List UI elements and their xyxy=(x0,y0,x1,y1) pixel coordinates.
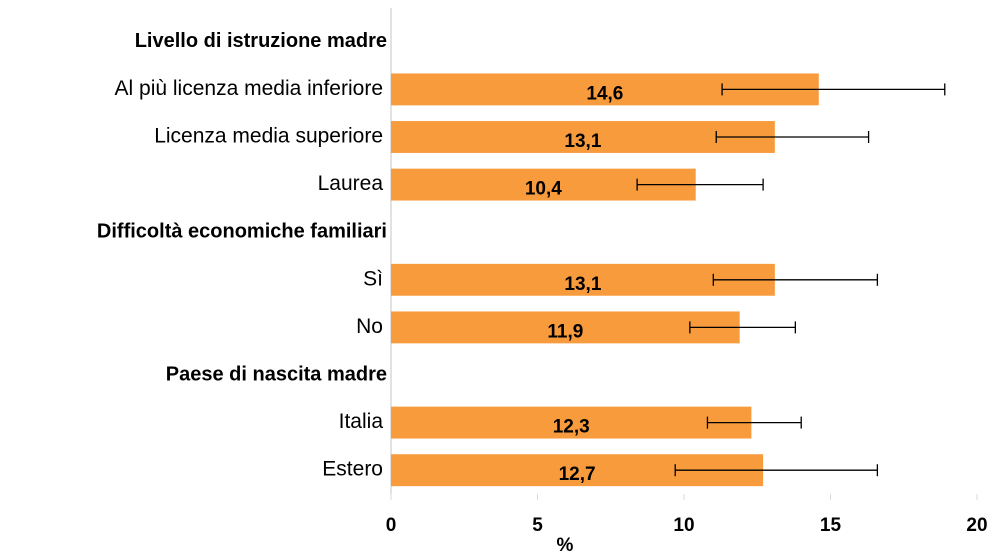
x-tick-label: 15 xyxy=(820,515,842,536)
value-label: 13,1 xyxy=(564,274,601,295)
x-tick-label: 10 xyxy=(673,515,694,536)
value-label: 14,6 xyxy=(586,83,623,104)
y-tick-label: Italia xyxy=(339,410,384,433)
value-label: 13,1 xyxy=(564,131,601,152)
bar xyxy=(391,311,740,344)
bar xyxy=(391,406,752,439)
value-label: 10,4 xyxy=(525,179,562,200)
y-tick-label: Al più licenza media inferiore xyxy=(115,77,383,100)
x-tick-label: 0 xyxy=(386,515,397,536)
x-tick-label: 20 xyxy=(966,515,987,536)
value-label: 12,3 xyxy=(553,417,590,438)
bar xyxy=(391,263,775,296)
y-tick-label: Sì xyxy=(363,267,383,290)
x-axis-label: % xyxy=(557,535,574,556)
y-tick-label: Licenza media superiore xyxy=(154,125,383,148)
y-tick-label: Estero xyxy=(322,458,383,481)
bar xyxy=(391,121,775,153)
group-header: Paese di nascita madre xyxy=(166,363,387,385)
group-header: Difficoltà economiche familiari xyxy=(97,220,387,242)
value-label: 11,9 xyxy=(547,321,583,342)
x-tick-label: 5 xyxy=(532,515,543,536)
y-tick-label: No xyxy=(356,315,383,338)
value-label: 12,7 xyxy=(559,464,596,485)
group-header: Livello di istruzione madre xyxy=(135,30,387,52)
y-tick-label: Laurea xyxy=(318,172,384,195)
